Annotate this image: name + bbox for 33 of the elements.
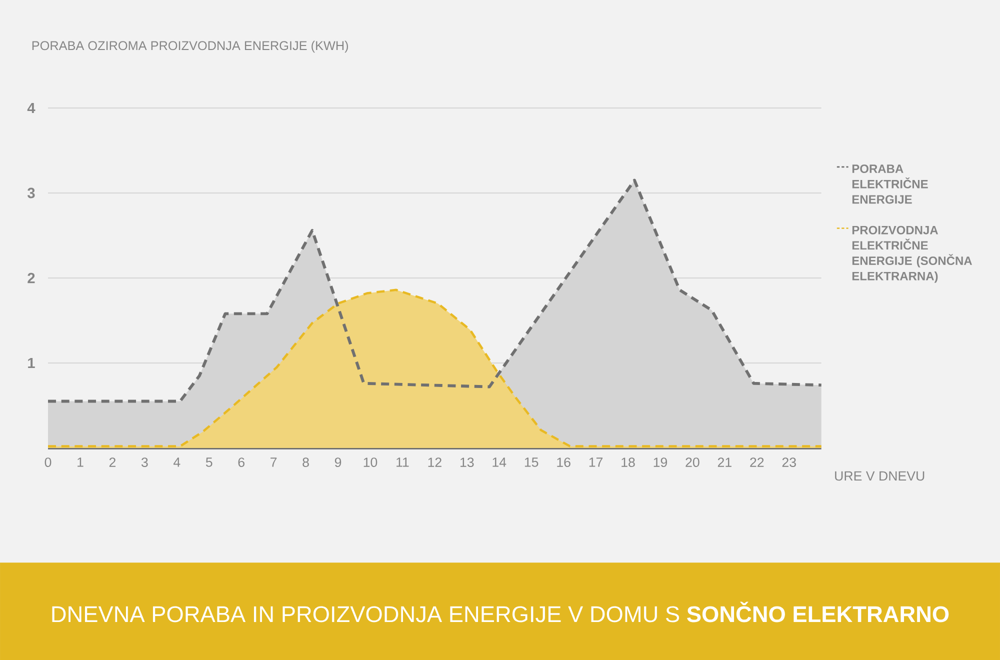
x-tick-label: 7: [270, 458, 277, 467]
x-tick-label: 2: [109, 458, 116, 467]
x-tick-label: 8: [302, 458, 309, 468]
x-tick-label: 22: [750, 458, 764, 467]
y-axis-title: PORABA OZIROMA PROIZVODNJA ENERGIJE (KWH): [32, 40, 348, 53]
text: DNEVNA PORABA IN PROIZVODNJA ENERGIJE V DOMU S SONČNO ELEKTRARNO: [52, 602, 949, 622]
y-tick-label: 2: [28, 272, 35, 284]
x-tick-label: 5: [206, 458, 212, 467]
x-tick-label: 13: [460, 458, 474, 468]
x-tick-label: 3: [141, 458, 148, 468]
y-tick-label: 4: [27, 102, 36, 114]
x-tick-label: 14: [492, 458, 506, 467]
x-tick-label: 0: [44, 458, 52, 468]
y-tick-label: 3: [27, 188, 35, 198]
legend-label: PROIZVODNJA ELEKTRIČNE ENERGIJE (SONČNA ELEKTRARNA): [852, 226, 972, 283]
x-tick-label: 6: [238, 458, 244, 468]
x-tick-label: 21: [718, 458, 732, 467]
x-tick-label: 9: [334, 458, 342, 468]
x-axis-title: URE V DNEVU: [835, 471, 924, 481]
x-tick-label: 23: [782, 458, 796, 468]
legend-label: PORABA ELEKTRIČNE ENERGIJE: [852, 164, 928, 204]
x-tick-label: 19: [654, 458, 668, 468]
x-tick-label: 15: [524, 458, 538, 467]
x-tick-label: 20: [686, 458, 700, 468]
x-tick-label: 17: [589, 458, 603, 467]
y-tick-label: 1: [28, 358, 35, 368]
x-tick-label: 18: [622, 458, 635, 468]
x-tick-label: 16: [557, 458, 570, 468]
x-tick-label: 1: [78, 458, 84, 467]
x-tick-label: 4: [174, 458, 180, 467]
x-tick-label: 10: [364, 458, 378, 468]
x-tick-label: 12: [428, 458, 442, 467]
x-tick-label: 11: [396, 458, 409, 467]
